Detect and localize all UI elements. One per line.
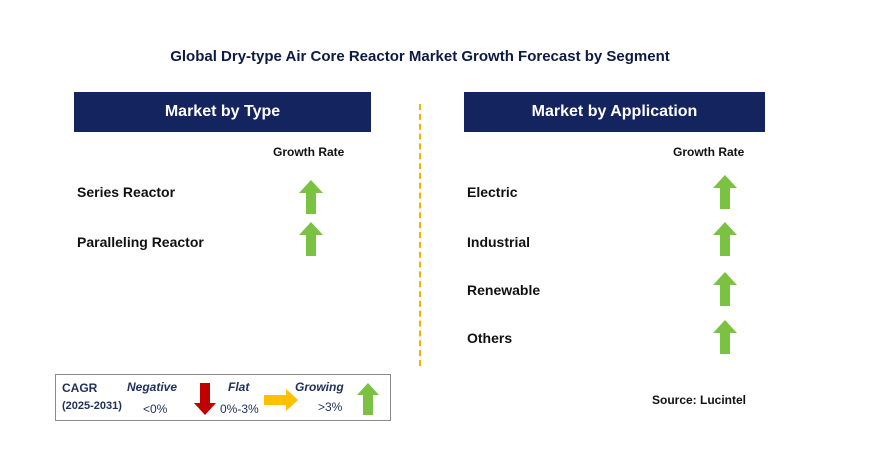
right-panel-header: Market by Application [464,92,765,132]
cagr-legend [55,374,391,421]
left-growth-rate-label: Growth Rate [273,145,345,159]
legend-growing-range: >3% [318,400,343,414]
legend-period: (2025-2031) [62,400,122,412]
up-arrow-icon [299,222,323,256]
down-arrow-icon [194,383,216,415]
up-arrow-icon [713,222,737,256]
up-arrow-icon [713,320,737,354]
row-label-electric: Electric [467,184,518,200]
up-arrow-icon [357,383,379,415]
left-panel-header: Market by Type [74,92,371,132]
row-label-renewable: Renewable [467,282,541,298]
right-growth-rate-label: Growth Rate [673,145,745,159]
row-label-others: Others [467,330,513,346]
legend-negative-range: <0% [143,402,168,416]
up-arrow-icon [713,272,737,306]
legend-negative-label: Negative [127,380,178,394]
page-title: Global Dry-type Air Core Reactor Market … [170,48,670,65]
right-arrow-icon [264,389,298,411]
up-arrow-icon [713,175,737,209]
legend-cagr-label: CAGR [62,381,98,395]
panel-divider [419,104,421,366]
row-label-industrial: Industrial [467,234,531,250]
row-label-paralleling-reactor: Paralleling Reactor [77,234,204,250]
legend-flat-range: 0%-3% [220,402,259,416]
up-arrow-icon [299,180,323,214]
row-label-series-reactor: Series Reactor [77,184,176,200]
legend-growing-label: Growing [295,380,344,394]
source-label: Source: Lucintel [652,393,747,407]
legend-flat-label: Flat [228,380,250,394]
